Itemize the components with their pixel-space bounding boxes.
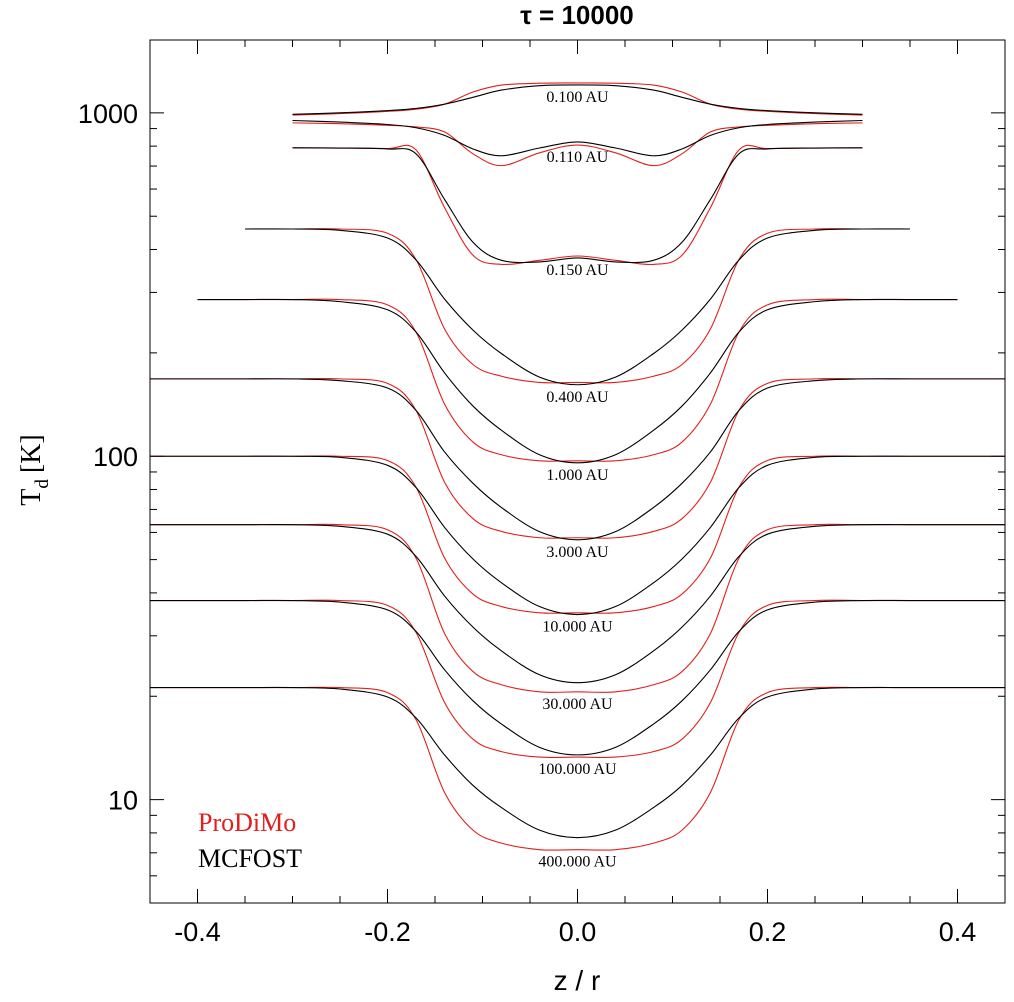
y-tick-label: 1000 [78, 99, 138, 129]
temperature-curve [292, 147, 863, 264]
x-tick-label: 0.4 [939, 917, 977, 947]
radius-label: 400.000 AU [538, 854, 617, 871]
temperature-curve [244, 228, 911, 386]
radius-label: 0.100 AU [546, 89, 609, 106]
temperature-curve [149, 523, 1005, 693]
radius-label: 100.000 AU [538, 761, 617, 778]
temperature-curve [150, 455, 1005, 616]
temperature-curve [149, 599, 1005, 756]
x-tick-label: 0.2 [749, 917, 787, 947]
y-tick-label: 100 [93, 442, 138, 472]
temperature-curve [292, 144, 863, 266]
temperature-curve [149, 524, 1005, 684]
temperature-curve [149, 378, 1005, 541]
temperature-curve [292, 119, 863, 157]
radius-label: 0.150 AU [546, 262, 609, 279]
temperature-curve [149, 378, 1005, 539]
y-axis-label: Td [K] [16, 434, 53, 505]
temperature-curve [245, 228, 910, 384]
chart-title: τ = 10000 [520, 0, 634, 30]
radius-label: 0.400 AU [546, 389, 609, 406]
y-label-symbol: T [16, 489, 47, 506]
temperature-curve [149, 599, 1005, 759]
radius-label: 10.000 AU [542, 619, 613, 636]
temperature-curve [197, 298, 958, 464]
radius-label: 3.000 AU [546, 544, 609, 561]
y-tick-label: 10 [108, 786, 138, 816]
temperature-curve [292, 82, 863, 116]
x-tick-label: -0.4 [174, 917, 221, 947]
radius-label: 30.000 AU [542, 696, 613, 713]
legend-entry: ProDiMo [198, 808, 296, 837]
x-tick-label: -0.2 [364, 917, 411, 947]
temperature-curve [150, 686, 1005, 839]
y-label-unit: [K] [16, 434, 47, 473]
temperature-curve [150, 686, 1005, 851]
plot-frame [149, 39, 1006, 904]
legend-entry: MCFOST [198, 844, 302, 873]
y-label-sub: d [32, 479, 53, 489]
x-tick-label: 0.0 [559, 917, 597, 947]
radius-label: 0.110 AU [547, 149, 609, 166]
temperature-curve [292, 84, 863, 115]
temperature-curve [150, 455, 1005, 614]
radius-label: 1.000 AU [546, 467, 609, 484]
x-axis-label: z / r [554, 965, 601, 996]
temperature-curve [197, 298, 958, 462]
